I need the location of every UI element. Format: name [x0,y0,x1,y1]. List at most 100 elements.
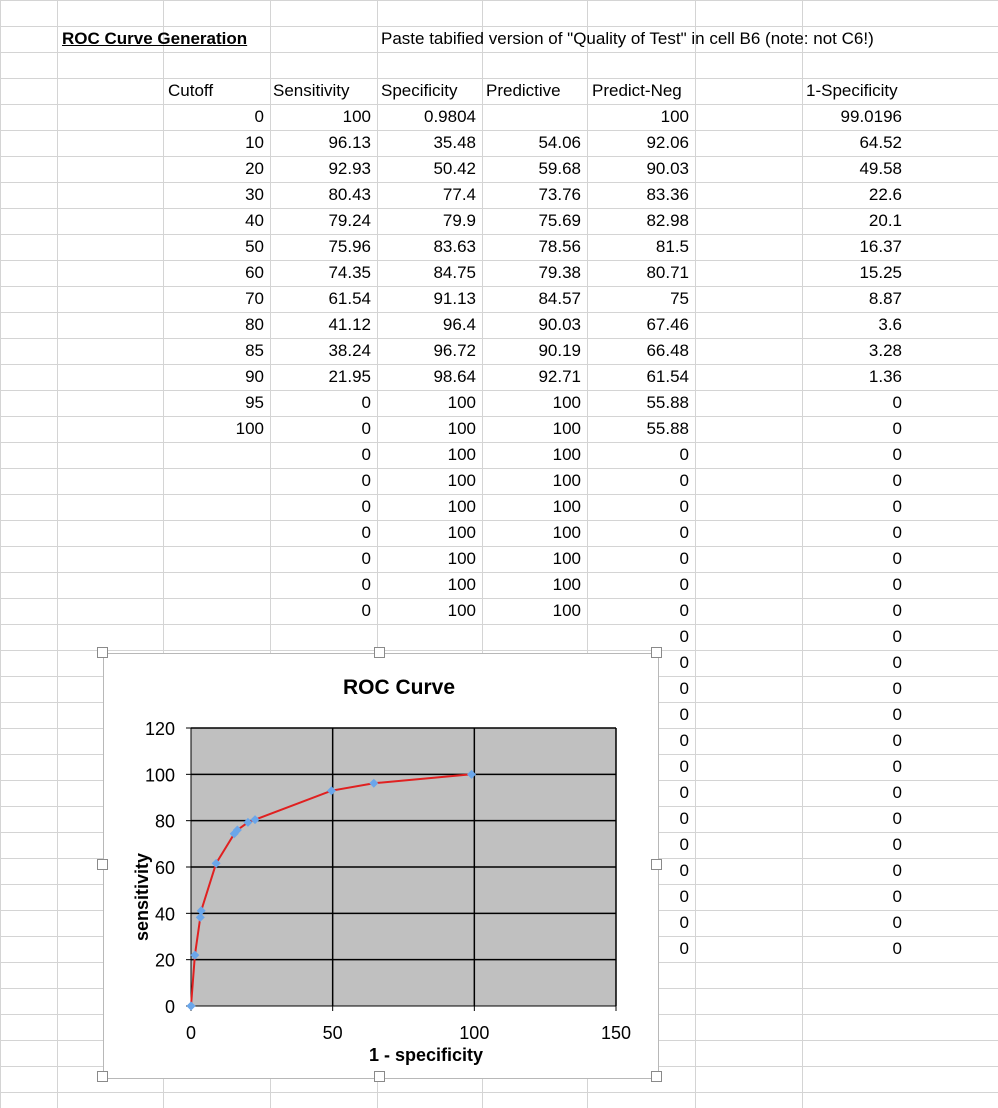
chart-resize-handle[interactable] [651,1071,662,1082]
cell-sensitivity[interactable]: 0 [361,419,371,438]
cell-specificity[interactable]: 77.4 [442,185,476,204]
cell-predict-neg[interactable]: 0 [679,549,689,568]
cell-one-minus-specificity[interactable]: 8.87 [868,289,902,308]
cell-predictive[interactable]: 100 [552,601,581,620]
cell-predict-neg[interactable]: 0 [679,809,689,828]
cell-one-minus-specificity[interactable]: 3.6 [878,315,902,334]
cell-one-minus-specificity[interactable]: 0 [892,627,902,646]
header-one-minus-specificity[interactable]: 1-Specificity [806,81,898,100]
cell-specificity[interactable]: 100 [447,575,476,594]
cell-one-minus-specificity[interactable]: 0 [892,757,902,776]
cell-predictive[interactable]: 100 [552,445,581,464]
cell-predict-neg[interactable]: 55.88 [646,419,689,438]
cell-predict-neg[interactable]: 80.71 [646,263,689,282]
cell-specificity[interactable]: 100 [447,419,476,438]
cell-predictive[interactable]: 75.69 [538,211,581,230]
cell-sensitivity[interactable]: 0 [361,523,371,542]
cell-predictive[interactable]: 100 [552,523,581,542]
cell-one-minus-specificity[interactable]: 0 [892,913,902,932]
cell-one-minus-specificity[interactable]: 0 [892,705,902,724]
cell-predict-neg[interactable]: 0 [679,887,689,906]
cell-specificity[interactable]: 50.42 [433,159,476,178]
cell-predict-neg[interactable]: 82.98 [646,211,689,230]
cell-predict-neg[interactable]: 0 [679,731,689,750]
cell-one-minus-specificity[interactable]: 0 [892,835,902,854]
cell-sensitivity[interactable]: 0 [361,549,371,568]
cell-predictive[interactable]: 79.38 [538,263,581,282]
cell-predict-neg[interactable]: 0 [679,627,689,646]
cell-one-minus-specificity[interactable]: 0 [892,471,902,490]
cell-predict-neg[interactable]: 0 [679,861,689,880]
cell-specificity[interactable]: 98.64 [433,367,476,386]
cell-predict-neg[interactable]: 0 [679,601,689,620]
cell-predictive[interactable]: 100 [552,575,581,594]
cell-predictive[interactable]: 100 [552,549,581,568]
cell-one-minus-specificity[interactable]: 0 [892,601,902,620]
cell-predict-neg[interactable]: 0 [679,757,689,776]
cell-predictive[interactable]: 90.03 [538,315,581,334]
cell-predict-neg[interactable]: 0 [679,705,689,724]
cell-predict-neg[interactable]: 55.88 [646,393,689,412]
cell-specificity[interactable]: 83.63 [433,237,476,256]
cell-predict-neg[interactable]: 0 [679,653,689,672]
cell-predictive[interactable]: 54.06 [538,133,581,152]
cell-cutoff[interactable]: 40 [245,211,264,230]
cell-one-minus-specificity[interactable]: 0 [892,731,902,750]
cell-one-minus-specificity[interactable]: 0 [892,523,902,542]
cell-predictive[interactable]: 100 [552,419,581,438]
cell-specificity[interactable]: 100 [447,471,476,490]
cell-cutoff[interactable]: 50 [245,237,264,256]
chart-resize-handle[interactable] [97,1071,108,1082]
cell-specificity[interactable]: 79.9 [442,211,476,230]
cell-sensitivity[interactable]: 74.35 [328,263,371,282]
cell-predict-neg[interactable]: 83.36 [646,185,689,204]
cell-sensitivity[interactable]: 80.43 [328,185,371,204]
cell-predict-neg[interactable]: 90.03 [646,159,689,178]
header-predict-neg[interactable]: Predict-Neg [592,81,682,100]
cell-specificity[interactable]: 35.48 [433,133,476,152]
cell-one-minus-specificity[interactable]: 0 [892,939,902,958]
cell-one-minus-specificity[interactable]: 0 [892,419,902,438]
cell-predictive[interactable]: 90.19 [538,341,581,360]
cell-one-minus-specificity[interactable]: 0 [892,783,902,802]
cell-specificity[interactable]: 100 [447,601,476,620]
cell-cutoff[interactable]: 10 [245,133,264,152]
cell-sensitivity[interactable]: 79.24 [328,211,371,230]
cell-predictive[interactable]: 100 [552,497,581,516]
chart-resize-handle[interactable] [651,859,662,870]
cell-specificity[interactable]: 84.75 [433,263,476,282]
header-predictive[interactable]: Predictive [486,81,561,100]
cell-predictive[interactable]: 100 [552,393,581,412]
cell-predict-neg[interactable]: 0 [679,939,689,958]
cell-predict-neg[interactable]: 0 [679,783,689,802]
cell-one-minus-specificity[interactable]: 0 [892,575,902,594]
cell-predict-neg[interactable]: 67.46 [646,315,689,334]
cell-cutoff[interactable]: 0 [254,107,264,126]
cell-cutoff[interactable]: 85 [245,341,264,360]
cell-predict-neg[interactable]: 0 [679,445,689,464]
cell-predictive[interactable]: 73.76 [538,185,581,204]
cell-one-minus-specificity[interactable]: 3.28 [868,341,902,360]
cell-cutoff[interactable]: 80 [245,315,264,334]
cell-predict-neg[interactable]: 0 [679,913,689,932]
cell-predict-neg[interactable]: 0 [679,523,689,542]
cell-sensitivity[interactable]: 0 [361,601,371,620]
header-specificity[interactable]: Specificity [381,81,458,100]
cell-specificity[interactable]: 91.13 [433,289,476,308]
cell-one-minus-specificity[interactable]: 99.0196 [840,107,902,126]
cell-sensitivity[interactable]: 75.96 [328,237,371,256]
cell-cutoff[interactable]: 60 [245,263,264,282]
cell-one-minus-specificity[interactable]: 16.37 [859,237,902,256]
cell-specificity[interactable]: 100 [447,445,476,464]
cell-one-minus-specificity[interactable]: 0 [892,861,902,880]
cell-one-minus-specificity[interactable]: 0 [892,393,902,412]
cell-one-minus-specificity[interactable]: 0 [892,887,902,906]
cell-sensitivity[interactable]: 96.13 [328,133,371,152]
cell-specificity[interactable]: 100 [447,523,476,542]
cell-sensitivity[interactable]: 100 [342,107,371,126]
cell-sensitivity[interactable]: 0 [361,497,371,516]
cell-sensitivity[interactable]: 61.54 [328,289,371,308]
cell-specificity[interactable]: 96.4 [442,315,476,334]
cell-predictive[interactable]: 78.56 [538,237,581,256]
cell-one-minus-specificity[interactable]: 1.36 [868,367,902,386]
